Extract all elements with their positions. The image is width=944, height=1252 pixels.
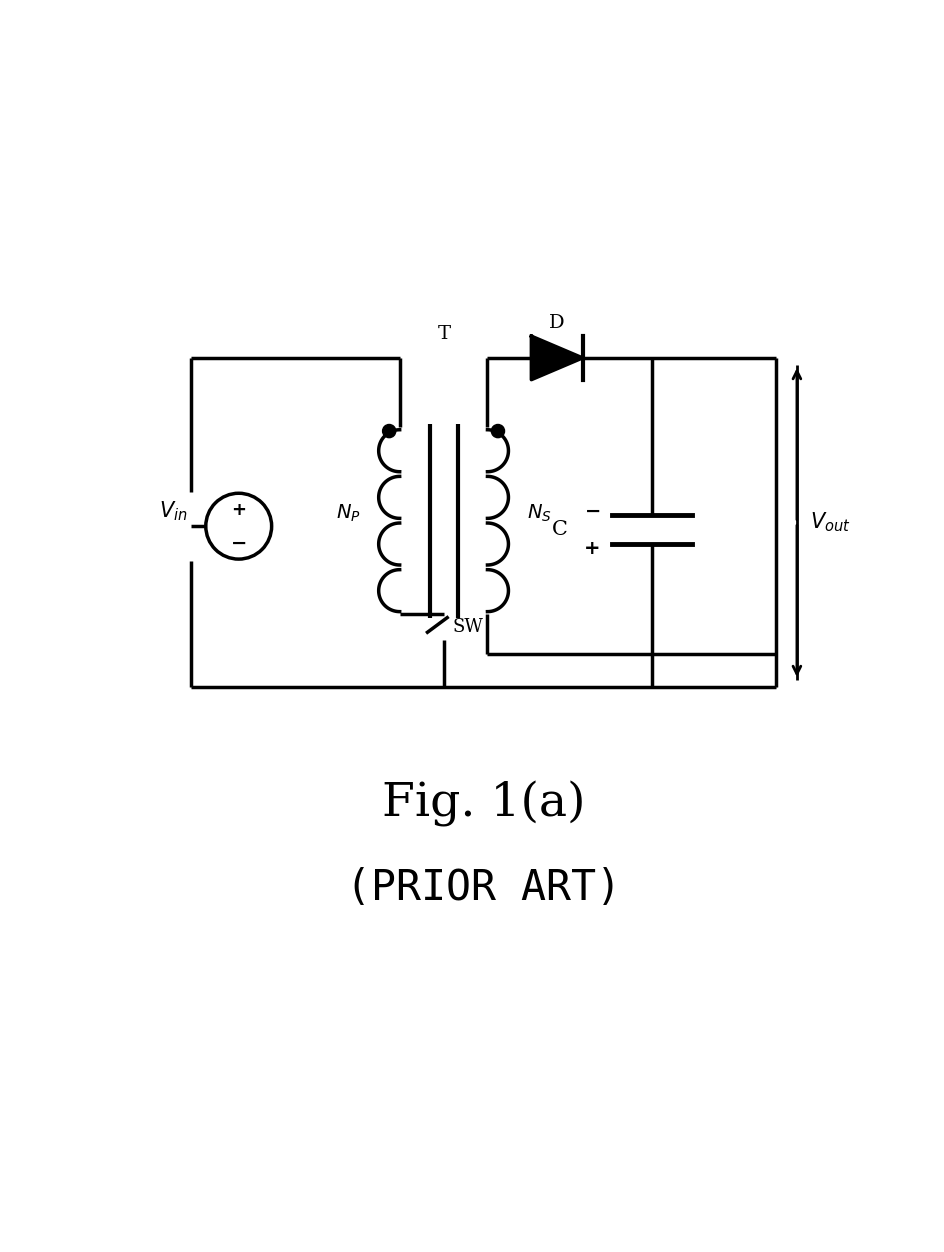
Text: −: − [584,502,600,521]
Text: +: + [231,501,246,518]
Text: D: D [549,314,565,332]
Text: T: T [438,326,451,343]
Text: (PRIOR ART): (PRIOR ART) [346,868,621,909]
Polygon shape [531,336,582,379]
Text: $V_{out}$: $V_{out}$ [810,511,851,535]
Text: C: C [552,521,568,540]
Text: $N_P$: $N_P$ [336,503,361,525]
Text: $N_S$: $N_S$ [527,503,551,525]
Circle shape [492,424,504,438]
Text: SW: SW [452,618,483,636]
Text: Fig. 1(a): Fig. 1(a) [382,781,585,828]
Text: +: + [584,538,600,557]
Text: $V_{in}$: $V_{in}$ [159,500,188,523]
Circle shape [382,424,396,438]
Text: −: − [230,533,247,553]
